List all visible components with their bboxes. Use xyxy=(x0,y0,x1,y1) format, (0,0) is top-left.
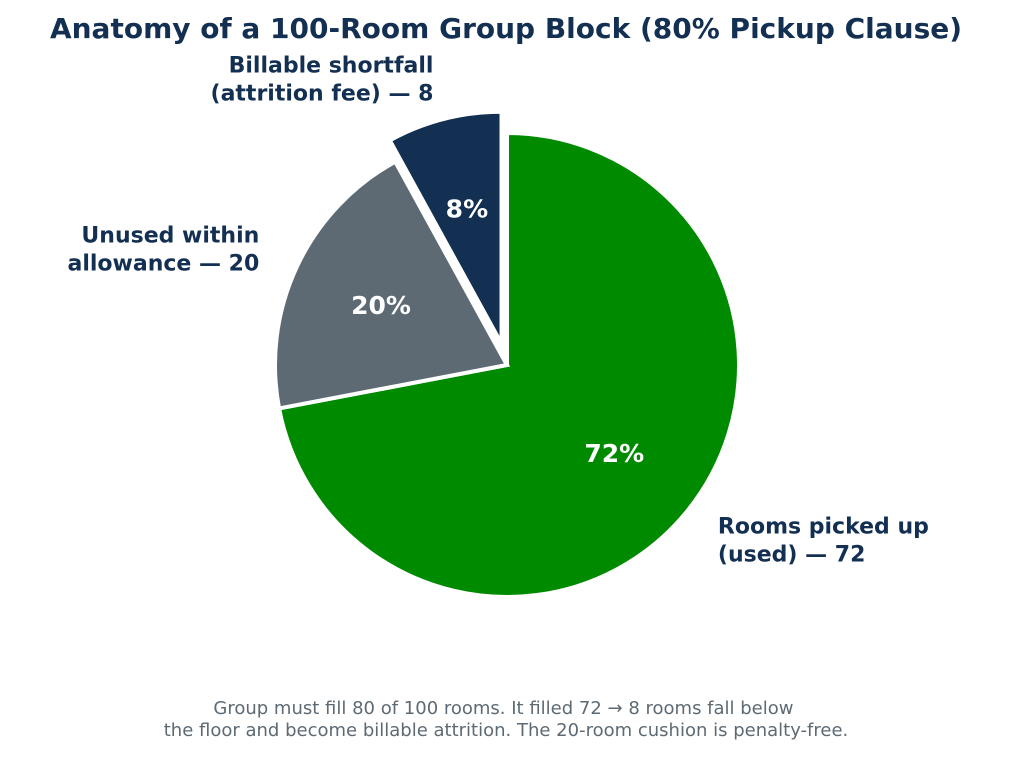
pie-percent-labels: 72% 20% 8% xyxy=(351,194,644,468)
pie-outer-label-picked-up: Rooms picked up (used) — 72 xyxy=(718,515,929,568)
pie-outer-label-billable-shortfall: Billable shortfall (attrition fee) — 8 xyxy=(211,54,434,107)
pie-pct-label-billable-shortfall: 8% xyxy=(446,194,488,223)
pie-pct-label-picked-up: 72% xyxy=(584,439,644,468)
chart-title: Anatomy of a 100-Room Group Block (80% P… xyxy=(50,12,962,45)
chart-caption: Group must fill 80 of 100 rooms. It fill… xyxy=(164,698,848,741)
pie-outer-label-line: Rooms picked up xyxy=(718,515,929,540)
pie-slice-billable-shortfall xyxy=(387,109,504,345)
pie-outer-label-line: allowance — 20 xyxy=(68,251,260,276)
caption-line-1: Group must fill 80 of 100 rooms. It fill… xyxy=(213,698,793,719)
pie-outer-label-line: (used) — 72 xyxy=(718,543,865,568)
pie-outer-label-line: Unused within xyxy=(81,223,259,248)
pie-outer-label-unused-allowance: Unused within allowance — 20 xyxy=(68,223,260,276)
pie-outer-label-line: (attrition fee) — 8 xyxy=(211,82,434,107)
caption-line-2: the floor and become billable attrition.… xyxy=(164,720,848,741)
pie-outer-labels: Rooms picked up (used) — 72 Unused within a… xyxy=(68,54,929,568)
pie-slice-unused-allowance xyxy=(273,158,511,411)
pie-pct-label-unused-allowance: 20% xyxy=(351,291,411,320)
pie-outer-label-line: Billable shortfall xyxy=(229,54,434,79)
pie-slices xyxy=(273,109,741,599)
